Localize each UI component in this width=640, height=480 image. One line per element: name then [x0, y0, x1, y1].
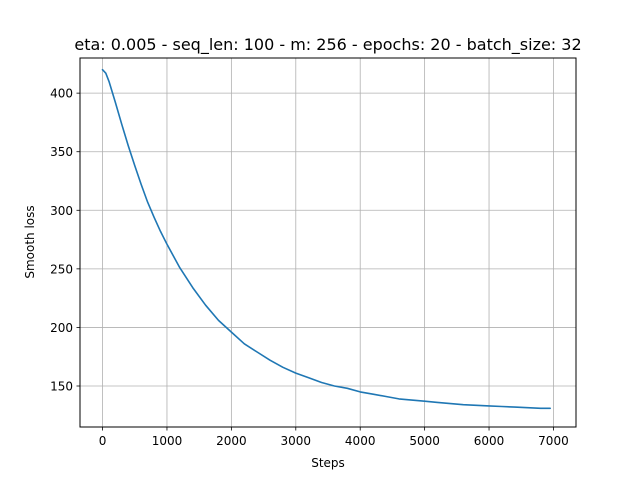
- y-tick-label: 250: [50, 262, 73, 276]
- plot-lines: [101, 68, 552, 410]
- ticks: 0 1000 2000 3000 4000 5000 6000 7000 150 200 250 30…: [50, 87, 569, 448]
- x-tick-label: 2000: [216, 434, 247, 448]
- chart-title: eta: 0.005 - seq_len: 100 - m: 256 - epo…: [74, 35, 581, 55]
- y-tick-label: 200: [50, 321, 73, 335]
- x-tick-label: 6000: [474, 434, 505, 448]
- y-tick-label: 150: [50, 380, 73, 394]
- plot-frame: [79, 57, 577, 428]
- y-tick-label: 350: [50, 145, 73, 159]
- y-axis-label: Smooth loss: [23, 205, 37, 278]
- y-tick-label: 300: [50, 204, 73, 218]
- x-tick-label: 0: [99, 434, 107, 448]
- x-tick-label: 3000: [281, 434, 312, 448]
- grid: [80, 58, 576, 427]
- series-line-smooth-loss: [101, 68, 552, 410]
- y-tick-label: 400: [50, 87, 73, 101]
- x-tick-label: 5000: [409, 434, 440, 448]
- x-axis-label: Steps: [311, 456, 345, 470]
- x-tick-label: 4000: [345, 434, 376, 448]
- x-tick-label: 7000: [538, 434, 569, 448]
- x-tick-label: 1000: [152, 434, 183, 448]
